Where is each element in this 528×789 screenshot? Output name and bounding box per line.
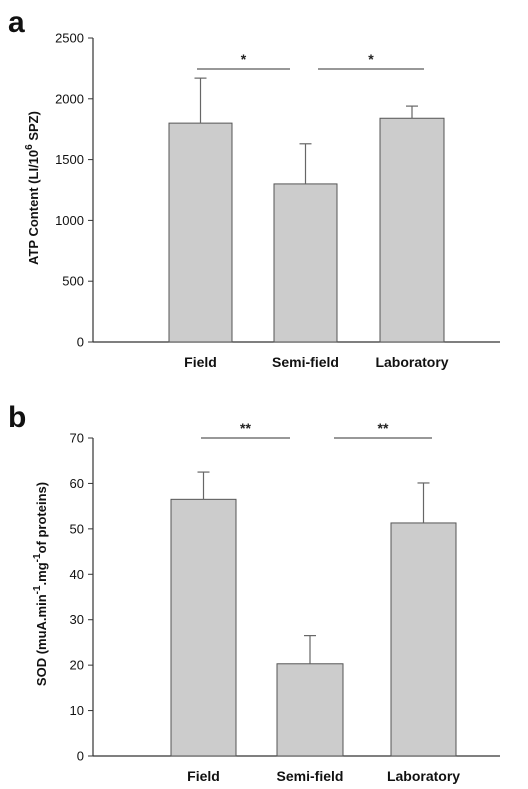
y-tick-label: 500 xyxy=(62,274,84,289)
x-category-label: Laboratory xyxy=(387,768,460,784)
y-tick-label: 40 xyxy=(70,567,84,582)
y-tick-label: 1000 xyxy=(55,213,84,228)
x-category-label: Laboratory xyxy=(375,354,448,370)
y-tick-label: 60 xyxy=(70,476,84,491)
bar-field xyxy=(169,123,232,342)
significance-marker: * xyxy=(368,51,374,67)
panel-letter-b: b xyxy=(8,401,26,434)
chart-panel-a: a ATP Content (LI/106 SPZ) 0 500 1000 1500 2… xyxy=(8,6,500,370)
y-tick-label: 10 xyxy=(70,703,84,718)
bar-field xyxy=(171,499,236,756)
x-category-label: Field xyxy=(184,354,217,370)
bar-semi-field xyxy=(274,184,337,342)
y-axis-title-b: SOD (muA.min-1.mg-1of proteins) xyxy=(32,482,49,686)
y-tick-label: 50 xyxy=(70,521,84,536)
y-tick-label: 2500 xyxy=(55,31,84,46)
y-tick-label: 2000 xyxy=(55,91,84,106)
significance-marker: * xyxy=(241,51,247,67)
y-axis-title-b-part1: SOD (muA.min xyxy=(34,594,49,686)
y-axis-title-b-part2: .mg xyxy=(34,562,49,585)
y-axis-title-b-part3: of proteins) xyxy=(34,482,49,554)
x-category-label: Semi-field xyxy=(277,768,344,784)
y-tick-label: 0 xyxy=(77,335,84,350)
bar-laboratory xyxy=(380,118,444,342)
y-tick-label: 1500 xyxy=(55,152,84,167)
y-axis-title-a-main: ATP Content (LI/10 xyxy=(26,150,41,265)
panel-letter-a: a xyxy=(8,6,25,39)
y-tick-label: 20 xyxy=(70,658,84,673)
y-axis-title-a: ATP Content (LI/106 SPZ) xyxy=(24,111,41,265)
chart-panel-b: b SOD (muA.min-1.mg-1of proteins) 0 10 20 3… xyxy=(8,401,500,784)
bar-semi-field xyxy=(277,664,343,756)
significance-marker: ** xyxy=(240,420,251,436)
x-category-label: Field xyxy=(187,768,220,784)
y-tick-label: 70 xyxy=(70,431,84,446)
y-axis-title-a-end: SPZ) xyxy=(26,111,41,144)
bar-laboratory xyxy=(391,523,456,756)
y-tick-label: 0 xyxy=(77,749,84,764)
x-category-label: Semi-field xyxy=(272,354,339,370)
y-tick-label: 30 xyxy=(70,612,84,627)
significance-marker: ** xyxy=(378,420,389,436)
